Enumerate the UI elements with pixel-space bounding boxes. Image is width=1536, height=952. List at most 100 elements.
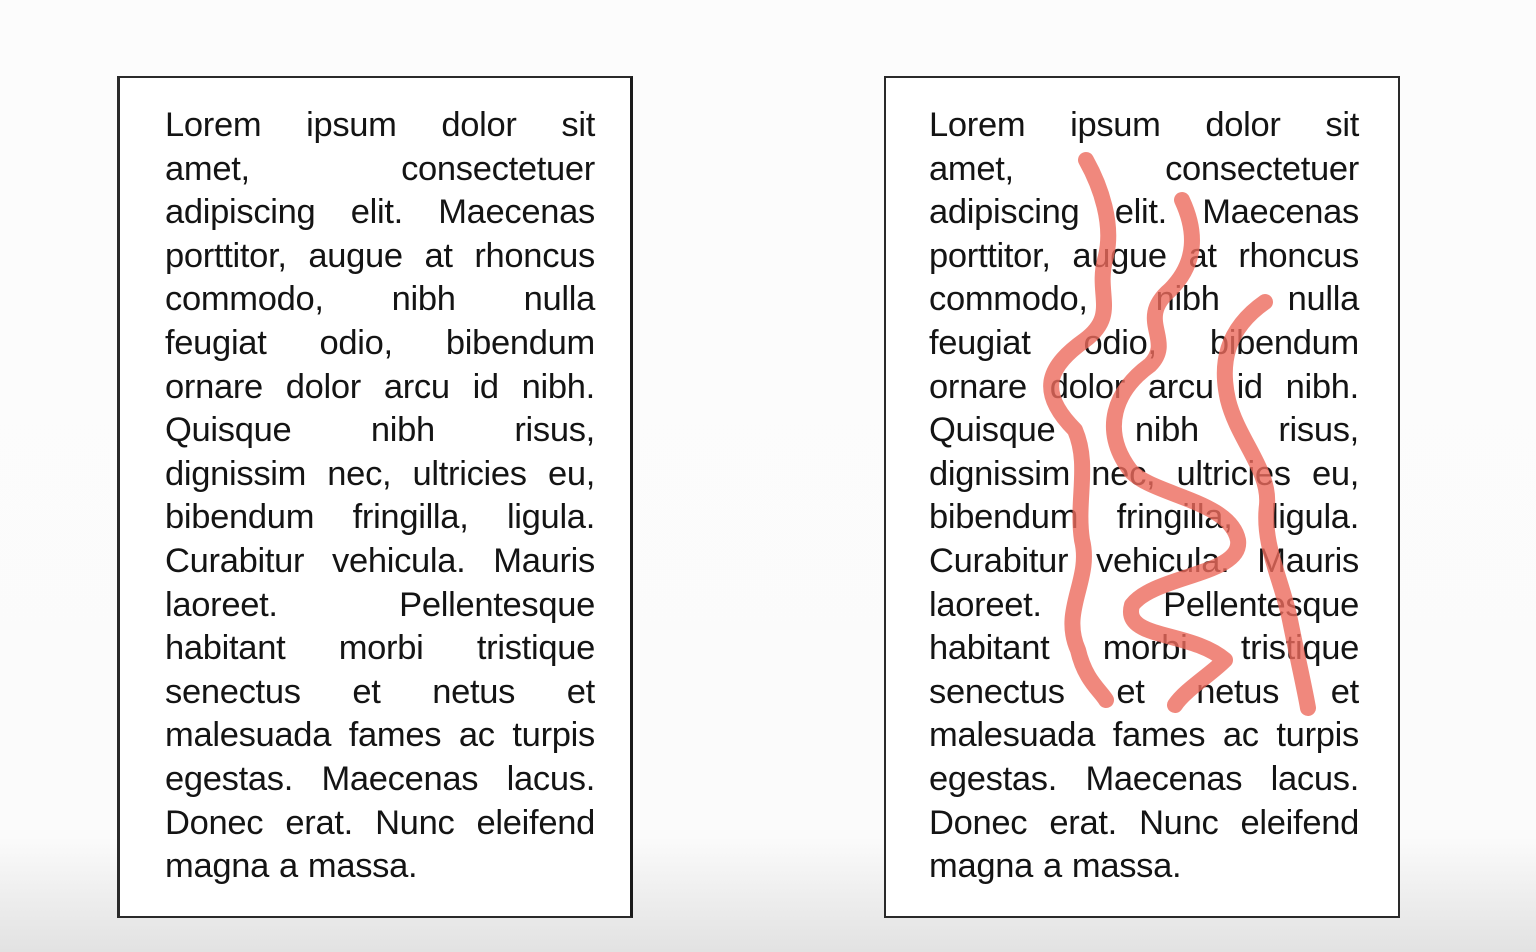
word: massa. [1071, 847, 1182, 886]
word: dolor [1049, 367, 1126, 406]
word: nulla [1287, 280, 1360, 319]
word: dignissim [929, 454, 1071, 493]
text-line: habitant morbi tristique [165, 627, 595, 671]
text-line: bibendum fringilla, ligula. [165, 496, 595, 540]
word: nibh [391, 280, 456, 319]
word: consectetuer [401, 149, 595, 188]
word: a [1043, 847, 1062, 886]
text-line: senectus et netus et [929, 671, 1359, 715]
word: rhoncus [474, 236, 595, 275]
word: Pellentesque [399, 585, 595, 624]
text-line: feugiat odio, bibendum [929, 322, 1359, 366]
word: ipsum [306, 106, 397, 144]
word: nec, [327, 454, 392, 493]
word: morbi [338, 629, 424, 668]
word: ac [458, 716, 495, 755]
word: porttitor, [165, 236, 287, 275]
word: ligula. [506, 498, 595, 537]
text-line: feugiat odio, bibendum [165, 322, 595, 366]
word: at [424, 236, 453, 275]
word: augue [1072, 236, 1167, 275]
word: vehicula. [1096, 541, 1230, 580]
text-line: dignissim nec, ultricies eu, [929, 453, 1359, 497]
word: senectus [929, 672, 1065, 711]
word: Lorem [165, 106, 262, 144]
word: a [279, 847, 298, 886]
word: amet, [929, 149, 1014, 188]
word: nibh [1134, 411, 1199, 450]
word: ultricies [1176, 454, 1292, 493]
word: dignissim [165, 454, 307, 493]
text-line: malesuada fames ac turpis [165, 714, 595, 758]
text-line: egestas. Maecenas lacus. [929, 758, 1359, 802]
text-line: magna a massa. [165, 845, 595, 889]
word: nibh [370, 411, 435, 450]
text-line: bibendum fringilla, ligula. [929, 496, 1359, 540]
word: arcu [383, 367, 450, 406]
word: ipsum [1070, 106, 1161, 144]
word: consectetuer [1165, 149, 1359, 188]
word: nibh [1155, 280, 1220, 319]
text-line: Lorem ipsum dolor sit [165, 104, 595, 148]
text-line: ornare dolor arcu id nibh. [165, 366, 595, 410]
word: malesuada [929, 716, 1096, 755]
word: Curabitur [165, 541, 305, 580]
word: fames [348, 716, 442, 755]
word: fringilla, [1116, 498, 1233, 537]
justified-paragraph: Lorem ipsum dolor sit amet, consectetuer adipi… [929, 104, 1359, 889]
word: laoreet. [165, 585, 278, 624]
text-line: porttitor, augue at rhoncus [165, 235, 595, 279]
text-line: Lorem ipsum dolor sit [929, 104, 1359, 148]
word: Curabitur [929, 541, 1069, 580]
word: Lorem [929, 106, 1026, 144]
word: porttitor, [929, 236, 1051, 275]
text-line: senectus et netus et [165, 671, 595, 715]
word: id [1236, 367, 1264, 406]
word: feugiat [929, 323, 1031, 362]
text-line: commodo, nibh nulla [929, 278, 1359, 322]
word: odio, [319, 323, 394, 362]
word: Maecenas [321, 759, 479, 798]
word: fames [1112, 716, 1206, 755]
word: habitant [165, 629, 286, 668]
text-line: magna a massa. [929, 845, 1359, 889]
word: bibendum [929, 498, 1079, 537]
word: erat. [285, 803, 353, 842]
word: Donec [929, 803, 1028, 842]
word: commodo, [929, 280, 1088, 319]
word: sit [561, 106, 595, 144]
word: massa. [307, 847, 418, 886]
word: adipiscing [929, 193, 1080, 232]
text-line: adipiscing elit. Maecenas [165, 191, 595, 235]
text-line: malesuada fames ac turpis [929, 714, 1359, 758]
word: Nunc [1139, 803, 1219, 842]
word: et [1116, 672, 1145, 711]
text-line: Quisque nibh risus, [165, 409, 595, 453]
word: egestas. [929, 759, 1058, 798]
text-line: laoreet. Pellentesque [929, 584, 1359, 628]
word: tristique [1240, 629, 1359, 668]
word: turpis [1276, 716, 1359, 755]
word: nibh. [1285, 367, 1360, 406]
word: Quisque [165, 411, 292, 450]
text-line: Donec erat. Nunc eleifend [165, 802, 595, 846]
word: Mauris [493, 541, 595, 580]
word: magna [929, 847, 1033, 886]
text-line: egestas. Maecenas lacus. [165, 758, 595, 802]
word: commodo, [165, 280, 324, 319]
justified-paragraph: Lorem ipsum dolor sit amet, consectetuer adipi… [165, 104, 595, 889]
word: Maecenas [1085, 759, 1243, 798]
word: nibh. [521, 367, 596, 406]
word: amet, [165, 149, 250, 188]
word: dolor [441, 106, 517, 144]
word: netus [1196, 672, 1280, 711]
text-line: dignissim nec, ultricies eu, [165, 453, 595, 497]
word: Quisque [929, 411, 1056, 450]
word: lacus. [506, 759, 596, 798]
text-line: ornare dolor arcu id nibh. [929, 366, 1359, 410]
text-line: amet, consectetuer [165, 148, 595, 192]
word: et [352, 672, 381, 711]
text-line: adipiscing elit. Maecenas [929, 191, 1359, 235]
word: at [1188, 236, 1217, 275]
text-line: laoreet. Pellentesque [165, 584, 595, 628]
